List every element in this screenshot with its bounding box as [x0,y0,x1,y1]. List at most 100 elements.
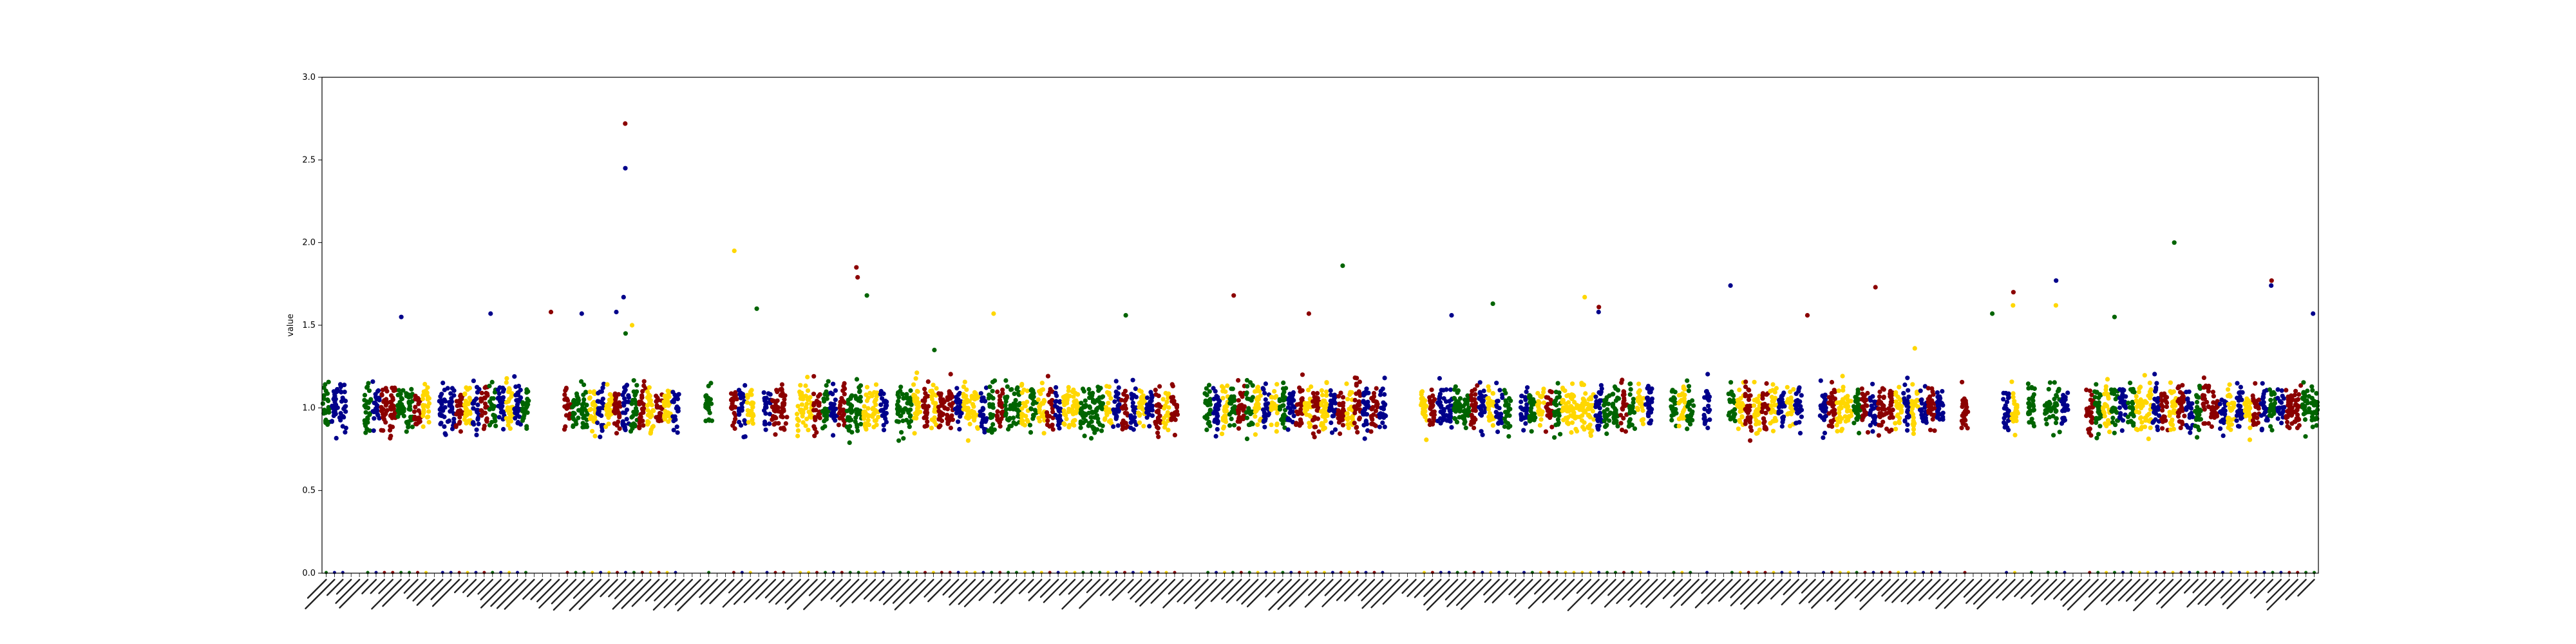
data-point [749,408,754,413]
data-point [965,415,971,421]
data-point [363,410,368,415]
data-point [1774,386,1779,391]
data-point [1429,387,1434,392]
data-point [464,385,469,390]
data-point [478,408,484,413]
data-point [1223,413,1228,419]
data-point [2137,386,2142,391]
data-point [800,420,806,425]
data-point [2154,405,2159,410]
data-point [1430,403,1435,408]
data-point [1440,417,1445,423]
data-point [2117,387,2123,392]
data-point [379,404,384,410]
data-point [1141,393,1146,399]
data-point [1147,424,1152,429]
data-point [1618,421,1624,426]
data-point [1378,411,1383,416]
data-point [1078,425,1083,430]
data-point [1322,398,1327,404]
data-point [458,429,464,434]
data-point [2171,426,2176,431]
data-point [870,406,875,412]
data-point [607,392,612,397]
data-point [1108,396,1113,401]
data-point [1382,375,1387,381]
data-point [932,409,937,414]
data-point [1506,434,1511,439]
data-point [421,402,426,408]
data-point [961,406,966,412]
data-point [584,402,589,408]
data-point [909,402,914,408]
data-point [338,411,343,416]
data-point [824,396,829,401]
data-point [1821,401,1826,407]
data-point [767,412,772,417]
data-point [605,382,610,387]
data-point [878,402,884,408]
data-point [2003,412,2008,417]
data-point [784,415,790,420]
data-point [811,424,817,429]
data-point [1357,415,1362,421]
data-point [1269,395,1275,400]
data-point [1637,388,1642,393]
data-point [1728,380,1734,385]
data-point [1647,408,1653,413]
data-point [1163,403,1168,408]
data-point [1070,407,1075,412]
data-point [422,381,428,387]
data-point [2006,395,2011,400]
data-point [524,387,529,392]
data-point [916,404,922,410]
data-point [1307,424,1312,430]
data-point [1745,415,1750,421]
data-point [413,404,418,410]
data-point [590,401,595,406]
data-point [1230,386,1235,392]
data-point [2001,390,2006,396]
data-point [1285,417,1291,422]
data-point [2061,395,2066,401]
data-point [1011,415,1016,421]
data-point [1926,386,1931,391]
data-point [505,408,510,413]
data-point [836,422,841,428]
data-point [1840,374,1845,379]
data-point [574,421,579,426]
data-point [1797,420,1802,425]
data-point [670,414,676,419]
data-point [1047,413,1052,419]
data-point [1437,375,1442,381]
data-point [1487,411,1492,416]
data-point [986,395,991,401]
data-point [2214,413,2220,419]
data-point [1217,399,1222,404]
data-point [830,392,835,397]
data-point [329,419,335,424]
data-point [1893,392,1899,397]
data-point [671,397,676,402]
data-point [588,415,593,421]
data-point [1537,407,1542,413]
data-point [884,419,889,425]
data-point [804,405,809,410]
data-point [2134,398,2139,403]
data-point [599,413,604,419]
data-point [670,390,676,395]
data-point [981,406,986,412]
data-point [1255,422,1260,428]
data-point [2170,422,2175,428]
data-point [1905,375,1910,381]
data-point [1685,378,1690,383]
data-point [1141,424,1146,429]
data-point [1560,405,1566,410]
data-point [1003,407,1009,412]
data-point [520,415,526,421]
data-point [1686,388,1691,393]
data-point [1821,435,1826,440]
data-point [2185,396,2190,401]
data-point [498,410,504,415]
data-point [1157,384,1162,389]
